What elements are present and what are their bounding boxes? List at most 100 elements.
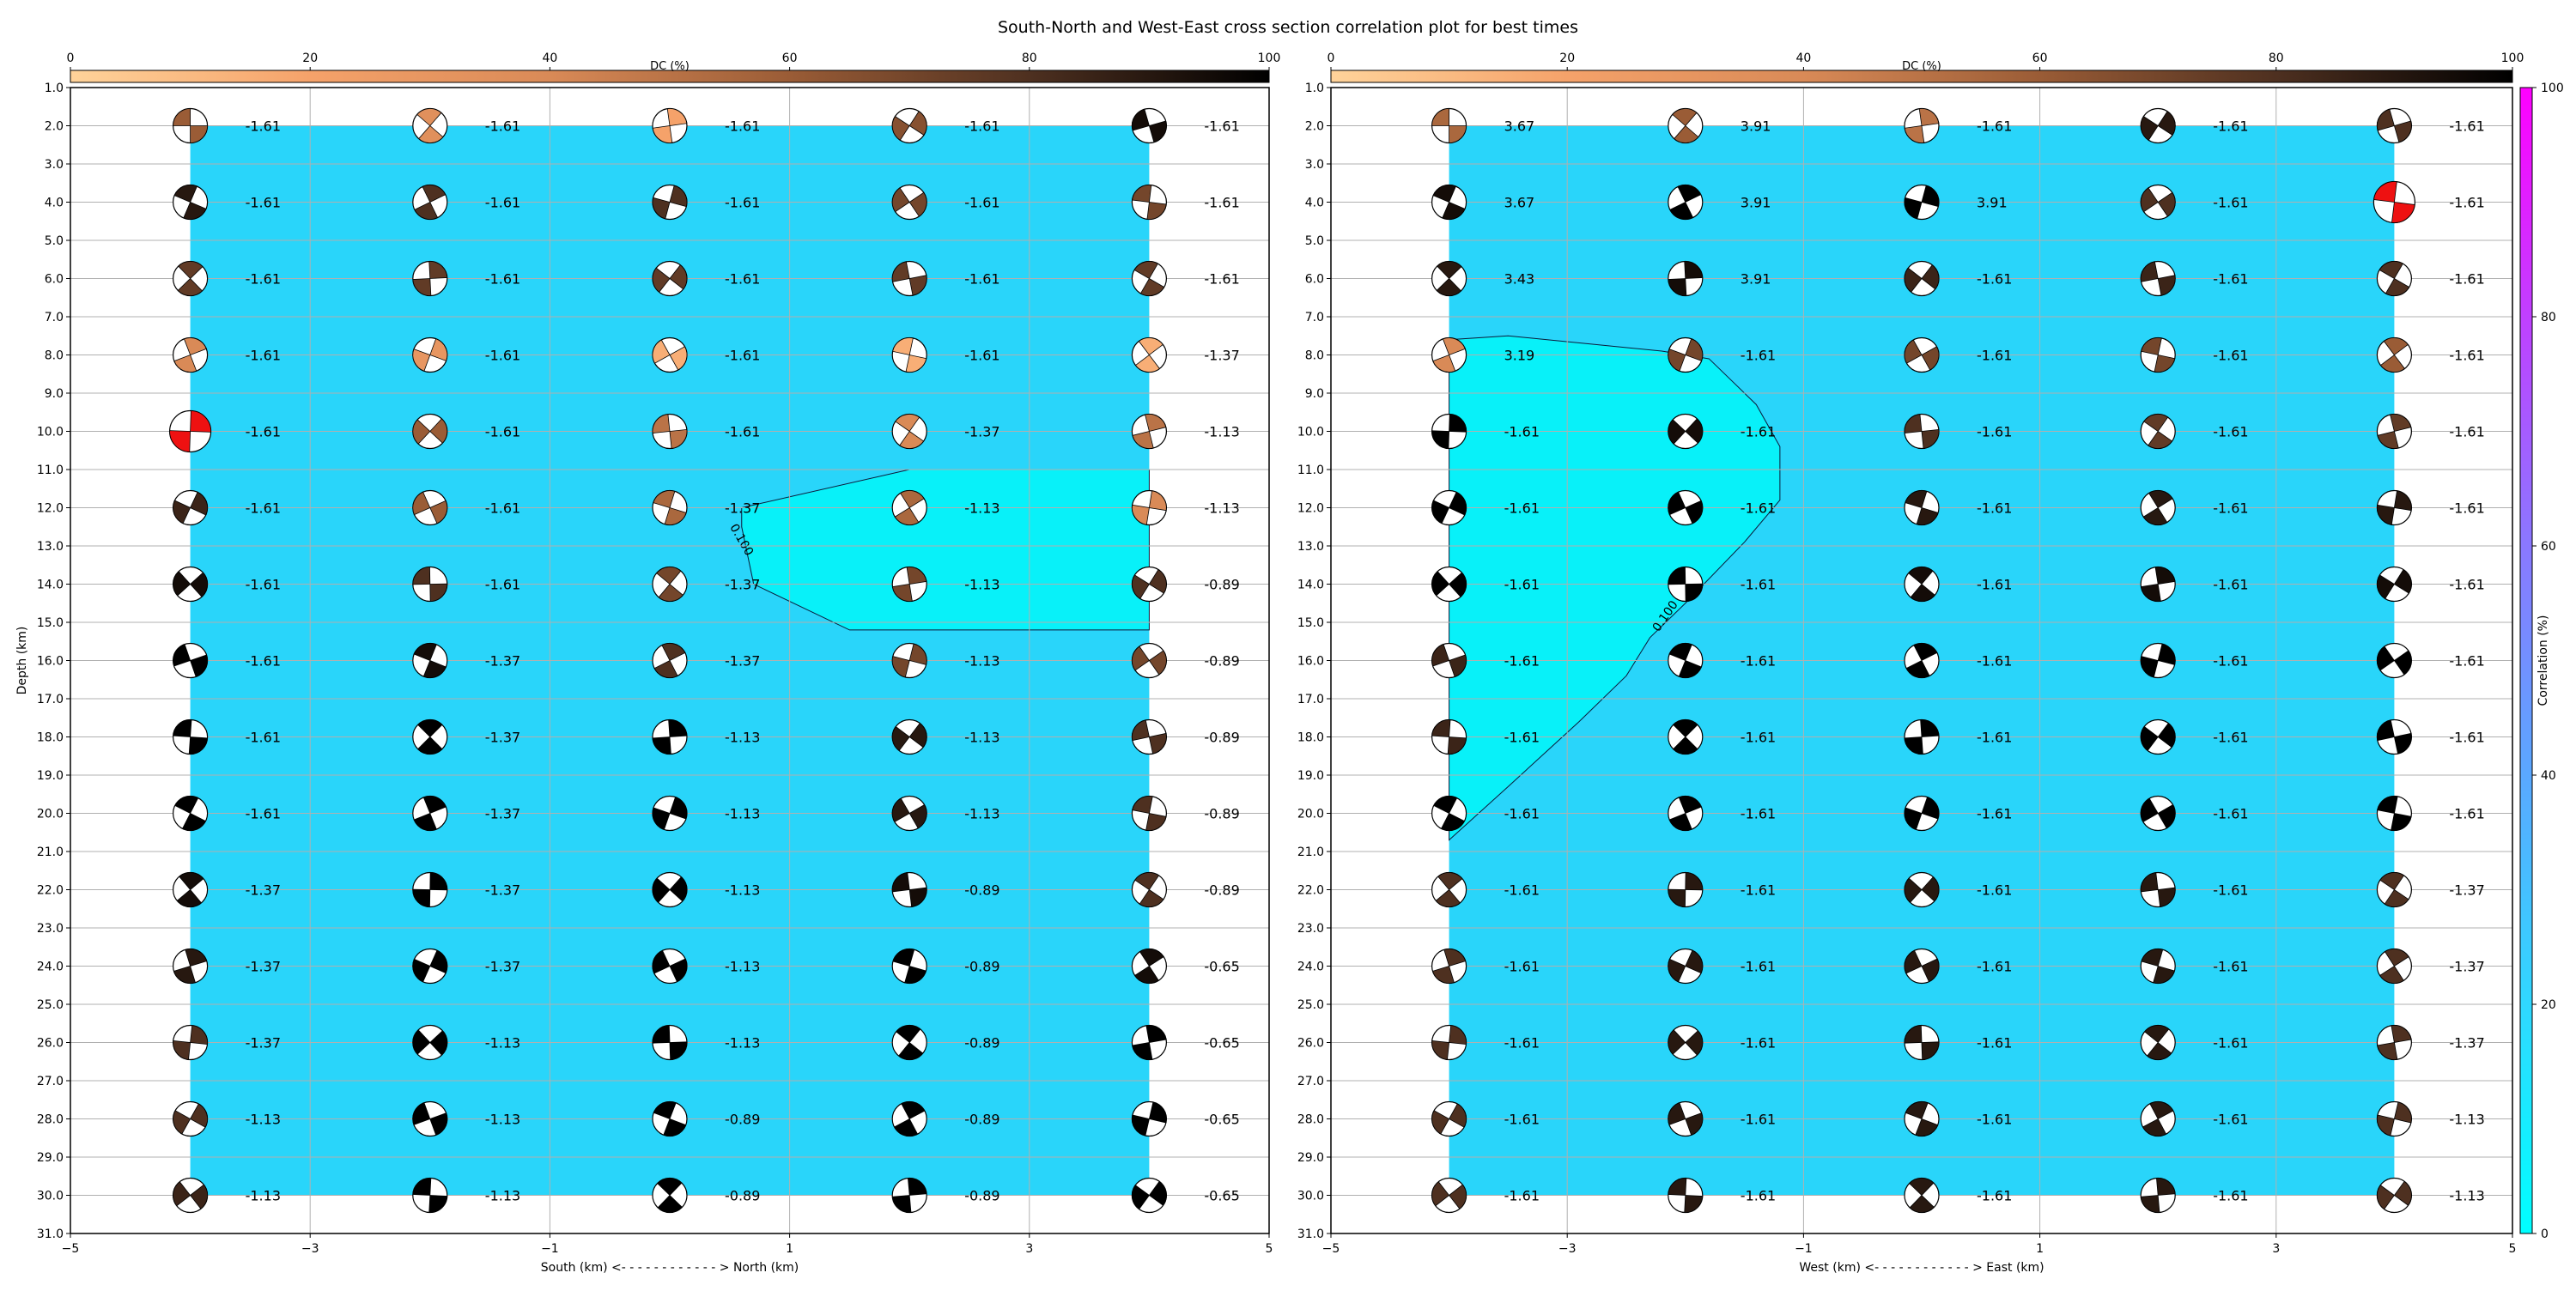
data-label: -1.61 xyxy=(246,195,281,211)
beachball xyxy=(652,336,688,373)
beachball-quadrant xyxy=(1678,659,1702,678)
y-tick-label: 4.0 xyxy=(45,197,64,210)
data-label: -1.37 xyxy=(725,653,760,670)
x-tick-label: 5 xyxy=(2509,1242,2517,1256)
data-label: -1.37 xyxy=(2449,959,2484,975)
beachball-quadrant xyxy=(1431,500,1450,524)
beachball-quadrant xyxy=(2384,888,2409,907)
data-label: -0.89 xyxy=(1204,577,1239,593)
dc-colorbar-tick-label: 20 xyxy=(302,52,318,65)
data-label: -1.13 xyxy=(1204,500,1239,517)
data-label: -1.37 xyxy=(485,730,520,746)
beachball xyxy=(1131,871,1168,908)
beachball xyxy=(1668,1177,1704,1214)
data-label: -1.61 xyxy=(1741,1112,1776,1128)
beachball xyxy=(1668,489,1704,526)
beachball-quadrant xyxy=(1668,419,1686,445)
beachball-quadrant xyxy=(652,949,671,974)
beachball-quadrant xyxy=(414,201,439,220)
beachball-quadrant xyxy=(1908,567,1934,585)
data-label: -1.61 xyxy=(2449,500,2484,517)
data-label: -1.61 xyxy=(964,271,999,288)
data-label: -1.61 xyxy=(1504,1035,1540,1052)
y-tick-label: 30.0 xyxy=(37,1190,64,1203)
beachball-quadrant xyxy=(413,643,437,662)
beachball xyxy=(1904,642,1940,679)
beachball xyxy=(173,718,209,755)
data-label: -0.89 xyxy=(1204,806,1239,822)
beachball xyxy=(2140,1024,2176,1061)
data-label: -1.61 xyxy=(725,348,760,364)
beachball-quadrant xyxy=(422,796,447,815)
data-label: -1.61 xyxy=(2213,271,2248,288)
beachball-quadrant xyxy=(1139,949,1164,967)
beachball-quadrant xyxy=(2379,965,2404,984)
beachball xyxy=(173,642,209,679)
beachball-quadrant xyxy=(413,812,437,831)
beachball-quadrant xyxy=(188,736,208,755)
beachball-quadrant xyxy=(1132,574,1150,600)
correlation-colorbar-tick-label: 40 xyxy=(2541,769,2556,783)
data-label: -1.37 xyxy=(485,653,520,670)
beachball-quadrant xyxy=(2141,949,2164,967)
beachball xyxy=(2376,1024,2412,1061)
y-tick-label: 28.0 xyxy=(37,1113,64,1127)
data-label: -1.61 xyxy=(246,118,281,135)
beachball-quadrant xyxy=(2377,504,2395,525)
beachball xyxy=(412,566,448,603)
beachball-quadrant xyxy=(652,197,671,220)
beachball xyxy=(1131,260,1168,297)
beachball-quadrant xyxy=(1148,1180,1167,1206)
x-tick-label: −3 xyxy=(301,1242,319,1256)
beachball-quadrant xyxy=(906,567,927,585)
beachball xyxy=(891,1100,927,1137)
data-label: -1.37 xyxy=(2449,882,2484,899)
data-label: -0.89 xyxy=(964,1112,999,1128)
y-tick-label: 31.0 xyxy=(37,1227,64,1241)
beachball xyxy=(891,566,927,603)
y-tick-label: 2.0 xyxy=(1305,120,1324,134)
beachball-quadrant xyxy=(1431,571,1450,597)
beachball xyxy=(652,718,688,755)
beachball-quadrant xyxy=(1148,650,1167,676)
data-label: -1.13 xyxy=(485,1188,520,1204)
y-tick-label: 22.0 xyxy=(1297,884,1324,898)
beachball xyxy=(891,871,927,908)
beachball xyxy=(2376,336,2412,373)
beachball-quadrant xyxy=(2140,187,2159,213)
beachball xyxy=(173,795,209,832)
data-label: -1.61 xyxy=(1977,577,2012,593)
beachball-quadrant xyxy=(2157,887,2176,907)
data-label: -1.61 xyxy=(964,348,999,364)
beachball-quadrant xyxy=(2140,584,2161,602)
beachball-quadrant xyxy=(669,185,688,208)
beachball xyxy=(2376,1177,2412,1214)
data-label: -1.61 xyxy=(2213,806,2248,822)
y-tick-label: 7.0 xyxy=(45,311,64,324)
beachball-quadrant xyxy=(1904,414,1923,434)
beachball-quadrant xyxy=(190,654,208,677)
beachball-quadrant xyxy=(1904,197,1923,220)
beachball-quadrant xyxy=(190,125,209,143)
beachball-quadrant xyxy=(2377,796,2398,814)
beachball-quadrant xyxy=(669,876,688,902)
beachball-quadrant xyxy=(1909,1194,1935,1213)
beachball-quadrant xyxy=(652,1025,671,1044)
data-label: -1.61 xyxy=(246,806,281,822)
beachball-quadrant xyxy=(2142,1118,2167,1136)
y-tick-label: 16.0 xyxy=(37,655,64,669)
beachball-quadrant xyxy=(190,1103,208,1128)
beachball-quadrant xyxy=(652,877,671,903)
beachball-quadrant xyxy=(1132,1114,1150,1136)
beachball-quadrant xyxy=(1904,949,1923,974)
y-tick-label: 15.0 xyxy=(37,616,64,630)
beachball xyxy=(1904,336,1940,373)
beachball-quadrant xyxy=(429,583,448,602)
data-label: 3.91 xyxy=(1741,195,1771,211)
data-label: -1.61 xyxy=(246,730,281,746)
beachball-quadrant xyxy=(417,719,443,738)
data-label: -1.61 xyxy=(1504,730,1540,746)
beachball-quadrant xyxy=(1921,346,1940,371)
data-label: -1.61 xyxy=(1977,1112,2012,1128)
